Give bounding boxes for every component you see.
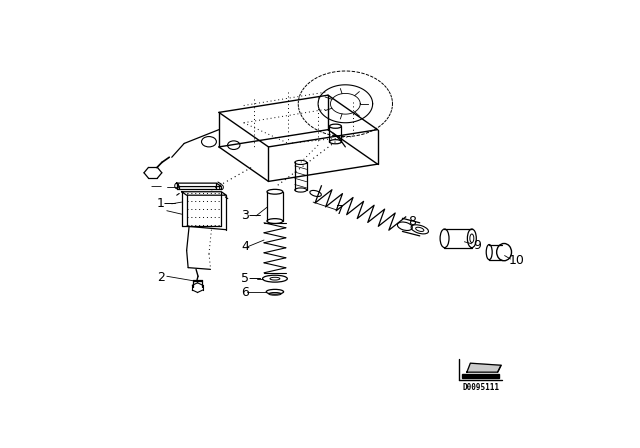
Text: 9: 9	[473, 239, 481, 252]
Polygon shape	[467, 363, 501, 372]
Text: 1—: 1—	[157, 197, 177, 210]
Text: 2: 2	[157, 271, 164, 284]
Text: 10: 10	[509, 254, 524, 267]
Text: —: —	[150, 181, 162, 192]
Text: 7: 7	[337, 204, 344, 217]
Text: 4: 4	[241, 241, 249, 254]
Text: 8: 8	[408, 215, 417, 228]
Text: 5—: 5—	[241, 272, 262, 285]
Text: D0095111: D0095111	[462, 383, 499, 392]
Text: 6: 6	[241, 286, 249, 299]
Polygon shape	[462, 374, 499, 378]
Text: 3—: 3—	[241, 209, 262, 222]
